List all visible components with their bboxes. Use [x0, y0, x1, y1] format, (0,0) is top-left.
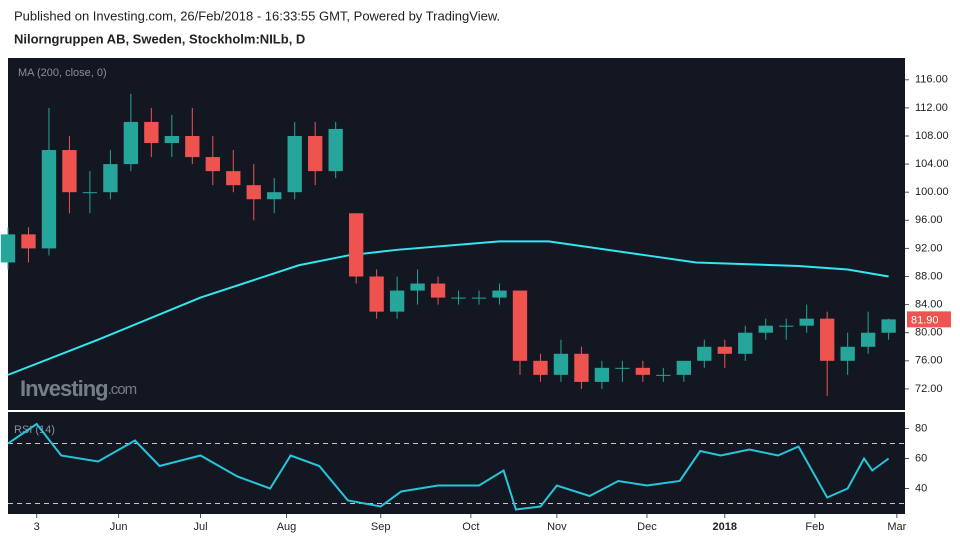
candle-body [164, 135, 180, 144]
published-note: Published on Investing.com, 26/Feb/2018 … [14, 8, 500, 23]
candle-body [820, 318, 835, 361]
candle-body [840, 346, 855, 361]
candle-body [656, 374, 671, 376]
candle-body [676, 360, 691, 375]
y-tick-label: 88.00 [915, 270, 943, 282]
candle-body [267, 192, 282, 200]
x-tick-label: Aug [277, 521, 297, 533]
candle-body [389, 290, 405, 312]
y-tick-label: 80 [915, 422, 927, 434]
y-tick-label: 40 [915, 482, 927, 494]
candle-body [451, 297, 466, 299]
y-tick-label: 72.00 [915, 383, 943, 395]
candle-body [369, 276, 384, 312]
candle-body [246, 185, 261, 200]
candle-body [553, 353, 569, 375]
y-tick-label: 84.00 [915, 299, 943, 311]
candle-body [758, 325, 773, 333]
y-tick-label: 108.00 [915, 130, 949, 142]
y-tick-label: 112.00 [915, 102, 948, 114]
candle-body [410, 283, 425, 291]
candle-body [308, 135, 323, 172]
candle-body [123, 121, 139, 165]
y-tick-label: 80.00 [915, 327, 943, 339]
logo-suffix: .com [108, 381, 137, 398]
candle-body [574, 353, 589, 382]
y-tick-label: 60 [915, 452, 927, 464]
x-tick-label: Dec [637, 521, 657, 533]
candle-body [430, 283, 446, 298]
y-tick-label: 76.00 [915, 355, 943, 367]
candle-body [779, 325, 794, 327]
logo: Investing.com [20, 376, 137, 401]
candle-body [635, 367, 651, 375]
indicator-label: MA (200, close, 0) [18, 67, 107, 79]
candle-body [717, 346, 732, 354]
x-tick-label: 3 [34, 521, 40, 533]
candle-body [615, 367, 630, 369]
candle-body [82, 192, 98, 194]
candle-body [144, 121, 159, 144]
x-tick-label: 2018 [713, 521, 737, 533]
last-price-label: 81.90 [911, 314, 939, 326]
candle-body [799, 318, 814, 326]
candle-body [348, 213, 364, 277]
candle-body [205, 157, 220, 172]
candle-body [287, 135, 302, 193]
candle-body [185, 135, 200, 158]
candle-body [594, 367, 610, 382]
price-pane [8, 58, 905, 410]
candle-body [860, 332, 876, 347]
x-tick-label: Feb [805, 521, 824, 533]
x-tick-label: Oct [462, 521, 479, 533]
rsi-pane [8, 412, 905, 514]
candle-body [697, 346, 712, 361]
y-tick-label: 104.00 [915, 158, 949, 170]
y-tick-label: 92.00 [915, 242, 943, 254]
candle-body [62, 150, 77, 193]
candle-body [328, 128, 343, 172]
y-tick-label: 96.00 [915, 214, 943, 226]
symbol-title: Nilorngruppen AB, Sweden, Stockholm:NILb… [14, 31, 305, 46]
x-tick-label: Nov [547, 521, 567, 533]
candle-body [881, 319, 896, 333]
candle-body [41, 150, 57, 249]
rsi-line [7, 422, 890, 511]
y-tick-label: 116.00 [915, 74, 948, 86]
candle-body [533, 360, 548, 375]
y-tick-label: 100.00 [915, 186, 949, 198]
candle-body [103, 164, 118, 193]
candle-body [471, 297, 487, 299]
candle-body [21, 234, 36, 249]
candle-body [0, 234, 16, 263]
candle-body [226, 171, 241, 186]
logo-main: Investing [20, 376, 108, 401]
candle-body [512, 290, 528, 361]
last-price-box [907, 311, 951, 328]
x-tick-label: Jun [110, 521, 128, 533]
x-tick-label: Sep [371, 521, 391, 533]
candle-body [492, 290, 507, 298]
x-tick-label: Jul [193, 521, 207, 533]
candle-body [738, 332, 753, 354]
x-tick-label: Mar [887, 521, 906, 533]
ma-line [7, 240, 889, 376]
